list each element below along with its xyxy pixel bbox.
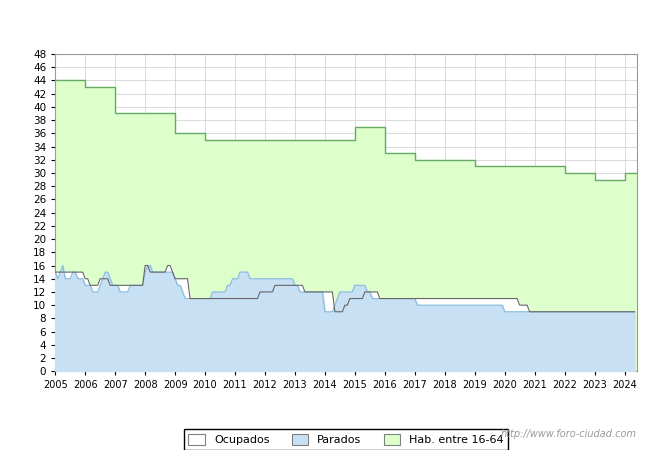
Text: http://www.foro-ciudad.com: http://www.foro-ciudad.com [501, 429, 637, 439]
Legend: Ocupados, Parados, Hab. entre 16-64: Ocupados, Parados, Hab. entre 16-64 [184, 429, 508, 450]
Text: Pozuelo de la Orden - Evolucion de la poblacion en edad de Trabajar Mayo de 2024: Pozuelo de la Orden - Evolucion de la po… [20, 17, 630, 30]
